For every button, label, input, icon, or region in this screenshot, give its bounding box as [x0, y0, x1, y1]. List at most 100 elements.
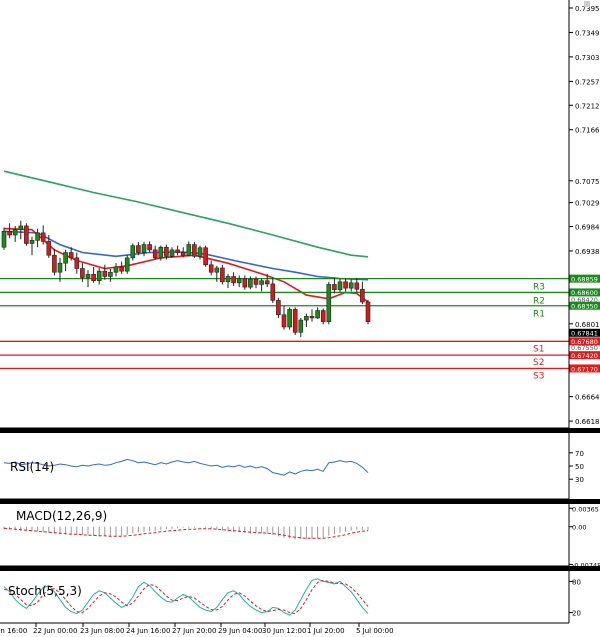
level-name-s1: S1: [533, 344, 544, 354]
candle-body: [225, 276, 231, 283]
time-tick-label: 24 Jun 16:00: [126, 627, 170, 635]
rsi-tick-label: 30: [575, 476, 584, 484]
candle-body: [46, 241, 52, 256]
level-name-r1: R1: [533, 310, 545, 320]
time-tick-label: 23 Jun 08:00: [80, 627, 124, 635]
level-price-tag: [569, 364, 600, 373]
candle-body: [354, 282, 360, 290]
hidden-price-label: 0.67550: [571, 344, 598, 352]
candle-body: [186, 244, 192, 256]
panel-separator: [0, 428, 600, 433]
level-price-label: 0.68859: [571, 275, 598, 283]
stoch-title: Stoch(5,5,3): [8, 584, 82, 598]
candle-body: [169, 249, 175, 257]
time-tick-label: 29 Jun 04:00: [218, 627, 262, 635]
candle-body: [287, 309, 292, 328]
candle-body: [270, 283, 276, 301]
candle-body: [298, 319, 304, 333]
candle-body: [360, 288, 365, 303]
candle-body: [113, 266, 119, 273]
level-price-label: 0.68600: [571, 289, 598, 297]
macd-tick-label: 0.00: [572, 524, 586, 532]
candle-body: [175, 249, 180, 253]
candle-body: [164, 246, 169, 257]
macd-title: MACD(12,26,9): [16, 509, 107, 523]
level-name-s3: S3: [533, 371, 544, 381]
candle-body: [147, 244, 152, 251]
candle-body: [35, 232, 40, 241]
level-price-label: 0.67170: [571, 365, 598, 373]
candle-body: [292, 309, 298, 333]
corner-marker: [584, 1, 590, 7]
panel-separator: [0, 566, 600, 571]
level-price-tag: [569, 337, 600, 346]
candle-body: [365, 301, 371, 322]
current-price-tag: [569, 328, 600, 337]
level-price-label: 0.67420: [571, 352, 598, 360]
candle-body: [264, 280, 270, 285]
stoch-k-line: [3, 578, 369, 616]
rsi-tick-label: 70: [575, 450, 584, 458]
candle-body: [85, 274, 91, 278]
candle-body: [253, 278, 259, 285]
stoch-d-line: [3, 579, 369, 615]
candle-body: [74, 257, 80, 269]
stoch-panel: 80 20 Stoch(5,5,3): [3, 578, 581, 618]
stoch-tick-label: 80: [572, 578, 581, 586]
candle-body: [197, 247, 203, 257]
candle-body: [80, 268, 85, 278]
candle-body: [309, 316, 315, 319]
candle-body: [96, 270, 102, 282]
candle-body: [343, 281, 348, 289]
macd-signal-line: [3, 527, 369, 539]
candle-body: [180, 252, 186, 256]
candle-body: [68, 252, 74, 259]
candle-body: [248, 278, 253, 288]
candle-body: [326, 284, 332, 322]
time-tick-label: 30 Jun 12:00: [262, 627, 306, 635]
price-tick-label: 0.66180: [575, 418, 600, 426]
candle-body: [220, 267, 225, 283]
candle-body: [259, 280, 264, 285]
candle-body: [40, 232, 46, 242]
level-name-r2: R2: [533, 296, 545, 306]
candle-body: [29, 240, 35, 244]
candle-body: [203, 247, 208, 266]
time-tick-label: un 16:00: [0, 627, 27, 635]
level-name-s2: S2: [533, 358, 544, 368]
rsi-panel: 70 50 30 RSI(14): [3, 450, 584, 484]
time-tick-label: 5 Jul 00:00: [356, 627, 394, 635]
panel-separator: [0, 499, 600, 504]
candle-body: [304, 316, 309, 321]
level-price-tag: [569, 301, 600, 310]
hidden-price-label: 0.68420: [571, 296, 598, 304]
candle-body: [63, 252, 68, 264]
candle-body: [119, 266, 124, 272]
candle-body: [136, 245, 141, 253]
level-price-tag: [569, 351, 600, 360]
level-price-label: 0.67680: [571, 338, 598, 346]
level-price-tag: [569, 288, 600, 297]
rsi-tick-label: 50: [575, 463, 584, 471]
candle-body: [192, 244, 197, 257]
candle-body: [102, 270, 108, 277]
candle-body: [315, 310, 320, 319]
panel-frames: [0, 0, 600, 624]
candle-body: [158, 246, 164, 259]
macd-panel: 0.00365 0.00 -0.007482 MACD(12,26,9): [3, 505, 600, 569]
candle-body: [18, 225, 24, 230]
candle-body: [332, 284, 337, 291]
candle-body: [208, 264, 214, 273]
